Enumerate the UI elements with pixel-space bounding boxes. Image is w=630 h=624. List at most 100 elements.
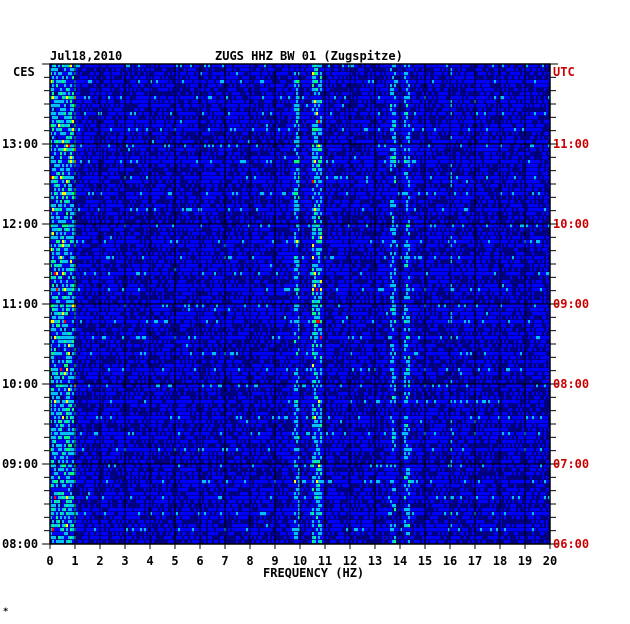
spectrogram-cell [354,88,356,92]
spectrogram-cell [256,100,258,104]
spectrogram-cell [150,128,152,132]
spectrogram-cell [532,144,534,148]
spectrogram-cell [68,180,70,184]
spectrogram-cell [304,144,306,148]
spectrogram-cell [122,100,124,104]
spectrogram-cell [298,116,300,120]
spectrogram-cell [394,136,396,140]
spectrogram-cell [400,144,402,148]
spectrogram-cell [318,88,320,92]
spectrogram-cell [380,160,382,164]
spectrogram-cell [56,172,58,176]
spectrogram-cell [376,100,378,104]
spectrogram-cell [360,72,362,76]
spectrogram-cell [498,164,500,168]
spectrogram-cell [408,132,410,136]
spectrogram-cell [408,176,410,180]
spectrogram-cell [66,136,68,140]
spectrogram-cell [346,140,348,144]
spectrogram-cell [206,184,208,188]
spectrogram-cell [418,100,420,104]
spectrogram-cell [472,180,474,184]
spectrogram-cell [248,68,250,72]
spectrogram-cell [380,136,382,140]
spectrogram-cell [364,124,366,128]
spectrogram-cell [290,68,292,72]
spectrogram-cell [200,88,202,92]
spectrogram-cell [116,176,118,180]
spectrogram-cell [144,120,146,124]
spectrogram-cell [316,120,318,124]
spectrogram-cell [390,108,392,112]
spectrogram-cell [84,112,86,116]
spectrogram-cell [436,132,438,136]
spectrogram-cell [186,160,188,164]
spectrogram-cell [60,84,62,88]
spectrogram-cell [408,84,410,88]
spectrogram-cell [346,148,348,152]
spectrogram-cell [372,160,374,164]
spectrogram-cell [238,184,240,188]
spectrogram-cell [64,164,66,168]
spectrogram-cell [440,160,442,164]
spectrogram-cell [144,172,146,176]
spectrogram-cell [60,76,62,80]
spectrogram-cell [208,152,210,156]
spectrogram-cell [356,176,358,180]
spectrogram-cell [90,176,92,180]
spectrogram-cell [444,120,446,124]
spectrogram-cell [350,172,352,176]
spectrogram-cell [208,80,210,84]
spectrogram-cell [544,100,546,104]
spectrogram-cell [382,152,384,156]
spectrogram-cell [76,136,78,140]
spectrogram-cell [136,84,138,88]
spectrogram-cell [296,124,298,128]
spectrogram-cell [272,84,274,88]
spectrogram-cell [68,184,70,188]
spectrogram-cell [258,96,260,100]
spectrogram-cell [82,176,84,180]
spectrogram-cell [470,108,472,112]
spectrogram-cell [244,132,246,136]
spectrogram-cell [138,156,140,160]
spectrogram-cell [482,128,484,132]
spectrogram-cell [160,164,162,168]
spectrogram-cell [320,68,322,72]
spectrogram-cell [366,176,368,180]
spectrogram-cell [326,104,328,108]
spectrogram-cell [172,176,174,180]
spectrogram-cell [156,160,158,164]
spectrogram-cell [366,144,368,148]
spectrogram-cell [320,156,322,160]
spectrogram-cell [234,88,236,92]
spectrogram-cell [134,180,136,184]
spectrogram-cell [434,96,436,100]
spectrogram-cell [426,144,428,148]
spectrogram-cell [54,104,56,108]
spectrogram-cell [56,148,58,152]
spectrogram-cell [346,128,348,132]
spectrogram-cell [232,144,234,148]
spectrogram-cell [346,156,348,160]
spectrogram-cell [310,156,312,160]
spectrogram-cell [126,172,128,176]
spectrogram-cell [430,144,432,148]
spectrogram-cell [164,148,166,152]
spectrogram-cell [378,120,380,124]
spectrogram-cell [388,64,390,68]
spectrogram-cell [454,76,456,80]
spectrogram-cell [510,112,512,116]
spectrogram-cell [230,84,232,88]
spectrogram-cell [526,160,528,164]
spectrogram-cell [134,160,136,164]
spectrogram-cell [326,100,328,104]
spectrogram-cell [160,156,162,160]
spectrogram-cell [410,184,412,188]
spectrogram-cell [322,68,324,72]
spectrogram-cell [408,152,410,156]
spectrogram-cell [52,92,54,96]
spectrogram-cell [252,180,254,184]
spectrogram-cell [58,152,60,156]
spectrogram-cell [400,112,402,116]
